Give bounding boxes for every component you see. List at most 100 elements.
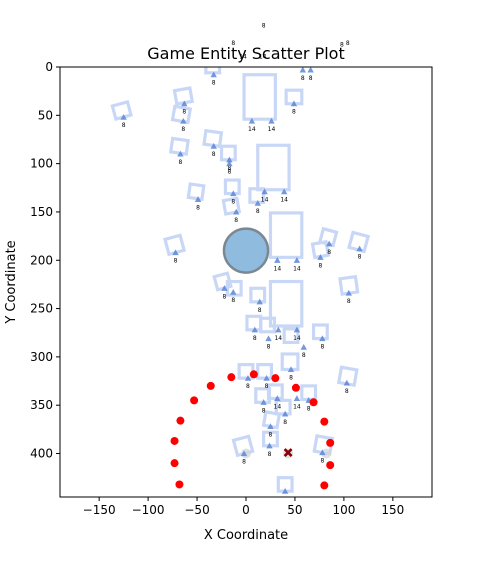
outline-box <box>256 363 274 380</box>
triangle-point <box>356 245 363 252</box>
triangle-point <box>254 200 261 206</box>
triangle-label: 8 <box>181 126 185 133</box>
ghost-marker <box>321 448 332 459</box>
triangle-label: 8 <box>269 431 273 438</box>
red-point <box>309 398 318 407</box>
triangle-point <box>226 160 233 167</box>
triangle-label: 14 <box>293 335 301 342</box>
y-tick-label: 250 <box>30 302 53 316</box>
triangle-point <box>240 450 248 457</box>
triangle-point <box>230 288 237 295</box>
x-tick-label: 50 <box>287 503 302 517</box>
outline-box <box>256 143 291 192</box>
y-tick-label: 100 <box>30 157 53 171</box>
triangle-label: 14 <box>248 126 256 133</box>
triangle-point <box>326 240 333 247</box>
triangle-label: 8 <box>242 459 246 466</box>
outline-box <box>282 327 300 344</box>
red-point <box>206 381 215 390</box>
y-tick-label: 300 <box>30 350 53 364</box>
outline-box <box>268 211 304 259</box>
triangle-point <box>120 114 127 120</box>
red-point <box>176 416 185 425</box>
y-axis-label: Y Coordinate <box>4 240 19 324</box>
triangle-point <box>267 423 274 430</box>
outline-box <box>221 196 242 216</box>
triangle-point <box>319 335 326 342</box>
triangle-point <box>290 100 298 107</box>
triangle-label: 14 <box>293 403 301 410</box>
outline-box <box>268 279 304 328</box>
red-point <box>190 396 199 405</box>
triangle-label: 8 <box>320 344 324 351</box>
triangle-label: 8 <box>223 293 227 300</box>
triangle-point <box>281 488 289 494</box>
outline-box <box>274 398 292 416</box>
triangle-label: 8 <box>256 208 260 215</box>
red-point <box>170 436 179 445</box>
y-axis-ticks: 0 50 100 150 200 250 300 350 400 <box>30 60 60 461</box>
red-point <box>326 438 335 447</box>
outline-box <box>202 128 224 149</box>
triangle-point <box>230 190 237 197</box>
overflow-label: 8 <box>231 40 235 47</box>
red-point <box>175 480 184 489</box>
x-marker <box>283 448 293 457</box>
triangle-label: 8 <box>358 254 362 261</box>
outline-box <box>347 230 371 254</box>
triangle-point <box>256 298 263 305</box>
red-point <box>320 481 329 490</box>
x-tick-label: −50 <box>184 503 209 517</box>
triangle-label: 8 <box>178 159 182 166</box>
triangle-point <box>251 326 259 333</box>
triangle-point <box>299 67 306 73</box>
triangle-label: 14 <box>261 197 269 204</box>
triangle-point <box>210 143 217 149</box>
chart-title: Game Entity Scatter Plot <box>147 44 344 63</box>
triangle-label: 8 <box>268 451 272 458</box>
triangle-point <box>293 257 301 263</box>
triangle-point <box>274 257 281 263</box>
triangle-label: 8 <box>345 388 349 395</box>
triangle-point <box>274 395 281 401</box>
triangle-label: 8 <box>289 374 293 381</box>
x-tick-label: 150 <box>381 503 404 517</box>
triangle-label: 8 <box>231 199 235 206</box>
y-tick-label: 50 <box>38 108 53 122</box>
red-point <box>271 374 280 383</box>
red-point <box>291 383 300 392</box>
outline-box <box>170 104 193 125</box>
y-tick-label: 150 <box>30 205 53 219</box>
overflow-label: 8 <box>346 40 350 47</box>
triangle-label: 8 <box>318 262 322 269</box>
x-axis-ticks: −150 −100 −50 0 50 100 150 <box>83 497 404 517</box>
triangle-point <box>181 100 188 107</box>
triangle-label: 8 <box>212 80 216 87</box>
triangle-label: 8 <box>347 298 351 305</box>
triangle-label: 8 <box>246 383 250 390</box>
triangle-point <box>317 254 324 260</box>
red-point <box>320 417 329 426</box>
x-axis-label: X Coordinate <box>204 528 288 543</box>
triangle-point <box>172 249 179 256</box>
triangle-point <box>210 71 217 78</box>
triangle-point <box>261 188 268 195</box>
triangle-label: 8 <box>262 407 266 414</box>
overflow-label: 8 <box>340 42 344 49</box>
red-point <box>170 459 179 468</box>
triangle-label: 8 <box>301 75 305 82</box>
triangle-point <box>248 117 256 124</box>
triangle-point <box>293 326 301 333</box>
x-tick-label: −150 <box>83 503 116 517</box>
triangle-label: 14 <box>274 265 282 272</box>
triangle-label: 8 <box>234 217 238 224</box>
triangle-point <box>275 326 282 333</box>
triangle-label: 8 <box>258 307 262 314</box>
triangle-point <box>177 150 184 157</box>
triangle-label: 8 <box>253 335 257 342</box>
triangle-point <box>265 335 272 342</box>
triangle-point <box>226 156 233 163</box>
triangle-label: 8 <box>231 297 235 304</box>
x-tick-label: 0 <box>242 503 250 517</box>
